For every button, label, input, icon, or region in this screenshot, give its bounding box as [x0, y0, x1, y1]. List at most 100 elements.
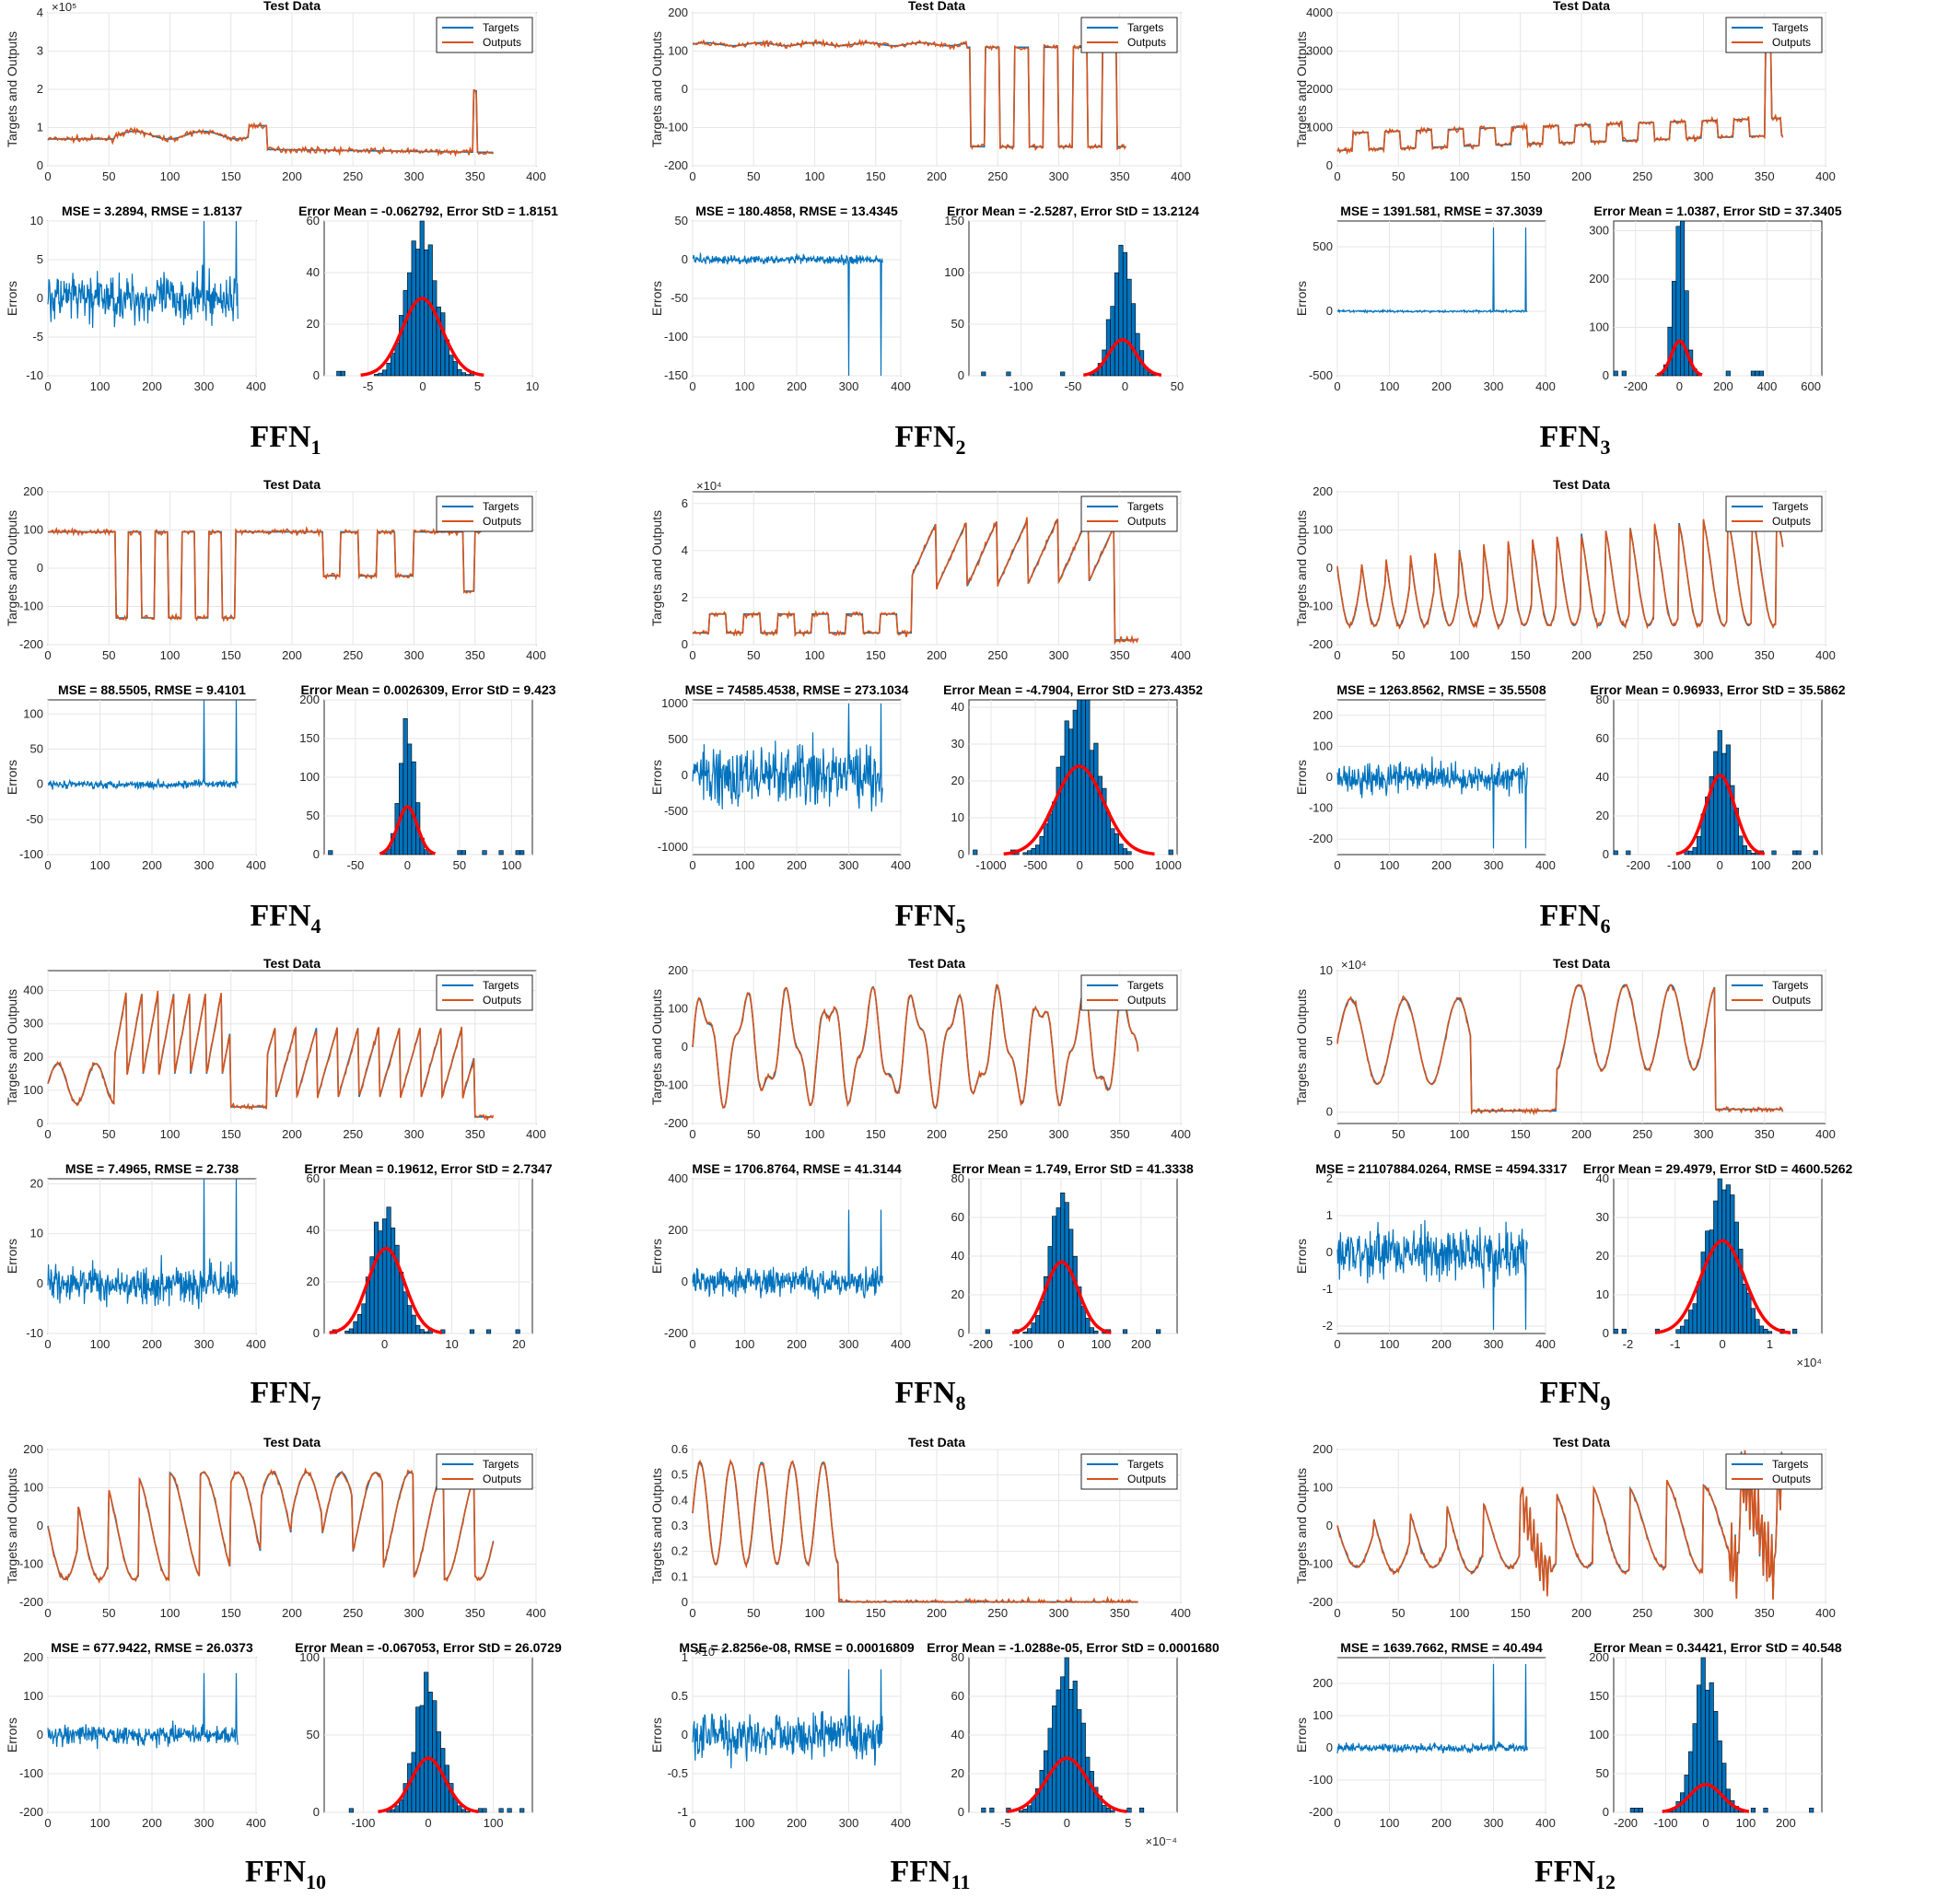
x-tick-label: 100	[1450, 1127, 1470, 1141]
legend-box	[1080, 974, 1178, 1011]
x-tick-label: 300	[1049, 648, 1069, 662]
x-tick-label: 20	[512, 1337, 525, 1351]
error-title: MSE = 7.4965, RMSE = 2.738	[65, 1161, 239, 1176]
histogram-bar	[469, 1329, 475, 1334]
histogram-bar	[1680, 1325, 1686, 1334]
legend-box	[436, 974, 533, 1011]
x-tick-label: 0	[404, 858, 411, 872]
x-tick-label: 300	[839, 858, 859, 872]
histogram-bar	[1629, 1808, 1635, 1813]
histogram-bar	[336, 370, 342, 377]
panel-title: Test Data	[263, 0, 321, 13]
y-tick-label: 200	[1312, 1676, 1333, 1690]
histogram-bar	[424, 249, 429, 377]
x-tick-label: -200	[1624, 379, 1648, 393]
outputs-series-line	[692, 1458, 1138, 1604]
x-tick-label: 0	[689, 1606, 695, 1620]
y-tick-label: 3000	[1306, 44, 1333, 58]
errors-series-line	[1336, 756, 1528, 849]
x-tick-label: 250	[987, 169, 1008, 183]
ffn-label: FFN7	[250, 1376, 321, 1415]
y-tick-label: 40	[307, 265, 320, 279]
normal-fit-curve	[1011, 1260, 1112, 1334]
x-tick-label: 200	[927, 169, 947, 183]
x-tick-label: 100	[1091, 1337, 1112, 1351]
histogram-bar	[515, 850, 520, 856]
x-tick-label: 250	[343, 1127, 363, 1141]
y-tick-label: 200	[1589, 272, 1609, 285]
y-tick-label: 0	[37, 561, 43, 575]
y-tick-label: 100	[299, 1650, 320, 1664]
x-tick-label: -50	[1065, 379, 1082, 393]
y-tick-label: 60	[951, 1210, 964, 1224]
y-tick-label: 500	[1312, 239, 1333, 253]
y-tick-label: 2	[1326, 1171, 1333, 1185]
x-tick-label: 150	[866, 1606, 886, 1620]
ffn-label: FFN5	[894, 899, 965, 937]
outputs-series-line	[47, 990, 495, 1122]
histogram-bar	[1763, 1328, 1768, 1334]
y-tick-label: -1	[1322, 1282, 1333, 1296]
histogram-bar	[1089, 1771, 1094, 1813]
x-tick-label: -1000	[975, 858, 1006, 872]
error-title: MSE = 74585.4538, RMSE = 273.1034	[685, 682, 909, 697]
histogram-title: Error Mean = -1.0288e-05, Error StD = 0.…	[927, 1640, 1219, 1655]
x-tick-label: 0	[44, 648, 51, 662]
x-tick-label: 250	[987, 1606, 1008, 1620]
y-tick-label: 0	[1326, 561, 1333, 575]
y-tick-label: 200	[1589, 1650, 1609, 1664]
histogram-bar	[465, 1811, 471, 1813]
histogram-bar	[1713, 1200, 1719, 1334]
y-tick-label: 0	[1326, 1245, 1333, 1259]
y-tick-label: 60	[307, 214, 320, 227]
ffn-label: FFN11	[891, 1855, 971, 1893]
x-tick-label: 350	[1755, 169, 1775, 183]
y-tick-label: 150	[1589, 1689, 1609, 1703]
legend-box	[1080, 17, 1178, 53]
histogram-bar	[391, 353, 396, 377]
errors-series-line	[47, 1672, 239, 1750]
y-tick-label: 100	[1589, 320, 1609, 334]
y-exponent-label: ×10⁻³	[694, 1645, 726, 1659]
legend-box	[1725, 1453, 1823, 1490]
y-tick-label: -200	[664, 1116, 688, 1130]
histogram-bar	[1093, 742, 1099, 856]
errors-axes: 0 100 200 300 400 -200 -100 0 100 200 MSE = 1639.7…	[1294, 1640, 1556, 1830]
histogram-bar	[1044, 823, 1049, 856]
y-tick-label: -5	[32, 330, 43, 344]
errors-series-line	[692, 1669, 883, 1769]
legend-targets-label: Targets	[483, 21, 519, 34]
y-tick-label: 500	[668, 732, 688, 746]
histogram-bar	[1717, 1178, 1722, 1334]
histogram-bar	[419, 1329, 425, 1334]
x-tick-label: 200	[1791, 858, 1812, 872]
histogram-bar	[1072, 1255, 1078, 1334]
x-exponent-label: ×10⁻⁴	[1146, 1834, 1178, 1848]
x-tick-label: 400	[1757, 379, 1778, 393]
y-tick-label: 100	[23, 706, 43, 720]
x-tick-label: 250	[987, 648, 1008, 662]
x-tick-label: -50	[347, 858, 365, 872]
x-tick-label: 200	[1131, 1337, 1151, 1351]
x-tick-label: 350	[465, 648, 485, 662]
error-title: MSE = 21107884.0264, RMSE = 4594.3317	[1315, 1161, 1567, 1176]
normal-fit-curve	[378, 1756, 479, 1814]
histogram-bar	[1139, 1807, 1145, 1813]
y-tick-label: -100	[664, 1078, 688, 1092]
y-tick-label: -100	[19, 847, 43, 861]
histogram-bar	[1755, 370, 1760, 377]
histogram-bar	[373, 374, 379, 377]
histogram-bar	[973, 849, 978, 856]
ffn-label-subscript: 3	[1601, 436, 1611, 459]
histogram-bar	[515, 1329, 520, 1334]
histogram-bar	[1763, 1808, 1768, 1813]
x-tick-label: 100	[160, 648, 181, 662]
x-tick-label: 250	[987, 1127, 1008, 1141]
y-tick-label: -500	[1309, 368, 1333, 382]
histogram-bar	[1675, 1329, 1681, 1334]
y-tick-label: 300	[1589, 224, 1609, 238]
histogram-bar	[1105, 1807, 1111, 1813]
ffn-label-main: FFN	[894, 899, 956, 933]
